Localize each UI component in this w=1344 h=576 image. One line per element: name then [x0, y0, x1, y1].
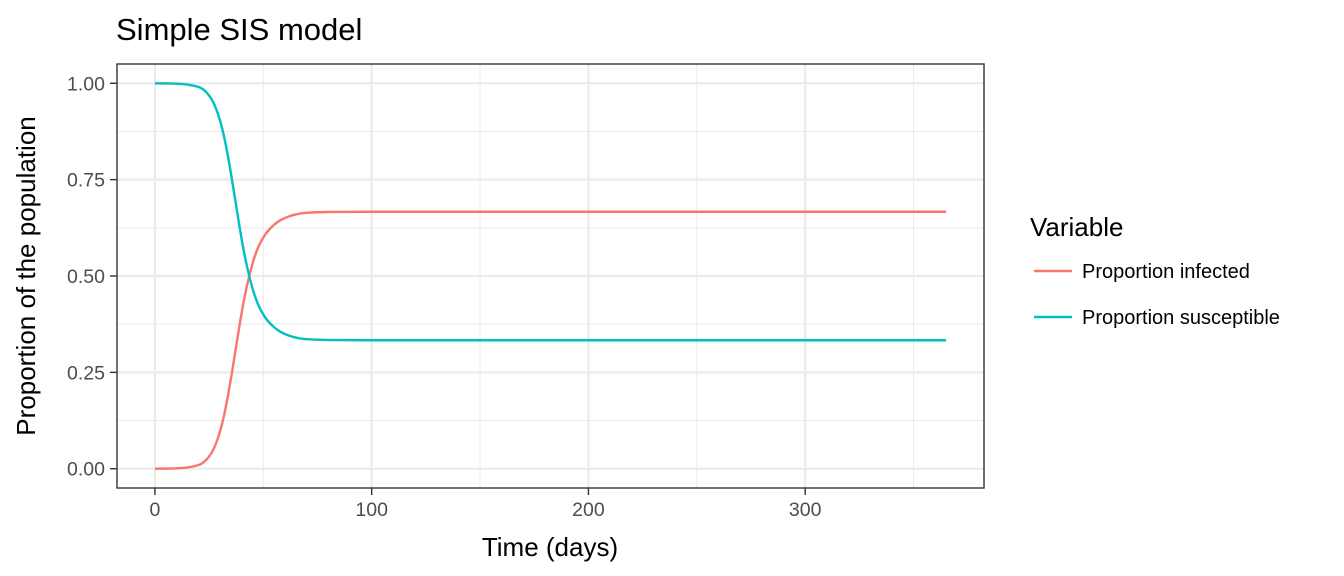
y-tick-label-0: 0.00 — [67, 459, 105, 481]
x-axis: 0 100 200 300 — [150, 488, 822, 521]
y-axis: 0.00 0.25 0.50 0.75 1.00 — [67, 73, 117, 481]
legend-item-infected: Proportion infected — [1034, 261, 1250, 283]
y-tick-label-4: 1.00 — [67, 73, 105, 95]
y-axis-title: Proportion of the population — [11, 116, 41, 435]
series-line-infected — [154, 210, 947, 470]
x-tick-label-3: 300 — [789, 499, 822, 521]
series-lines — [154, 82, 947, 470]
grid-major — [117, 64, 984, 488]
y-tick-label-2: 0.50 — [67, 266, 105, 288]
x-tick-label-0: 0 — [150, 499, 161, 521]
x-axis-title: Time (days) — [482, 532, 618, 562]
legend-item-susceptible: Proportion susceptible — [1034, 307, 1280, 329]
plot-panel — [116, 63, 985, 489]
legend: Variable Proportion infected Proportion … — [1030, 212, 1280, 329]
y-tick-label-1: 0.25 — [67, 362, 105, 384]
legend-label-infected: Proportion infected — [1082, 261, 1250, 283]
x-tick-label-2: 200 — [572, 499, 605, 521]
x-tick-label-1: 100 — [355, 499, 388, 521]
legend-label-susceptible: Proportion susceptible — [1082, 307, 1280, 329]
series-line-susceptible — [154, 82, 947, 342]
grid-minor — [117, 64, 984, 488]
y-tick-label-3: 0.75 — [67, 170, 105, 192]
chart-title: Simple SIS model — [116, 12, 362, 47]
legend-title: Variable — [1030, 212, 1123, 242]
